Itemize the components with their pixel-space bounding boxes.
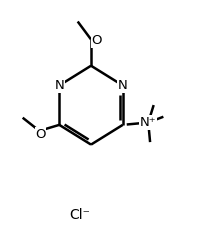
Text: O: O: [35, 128, 46, 141]
Text: N⁺: N⁺: [140, 116, 157, 129]
Text: N: N: [54, 79, 64, 92]
Text: Cl⁻: Cl⁻: [69, 208, 90, 222]
Text: N: N: [118, 79, 128, 92]
Text: O: O: [91, 34, 102, 47]
